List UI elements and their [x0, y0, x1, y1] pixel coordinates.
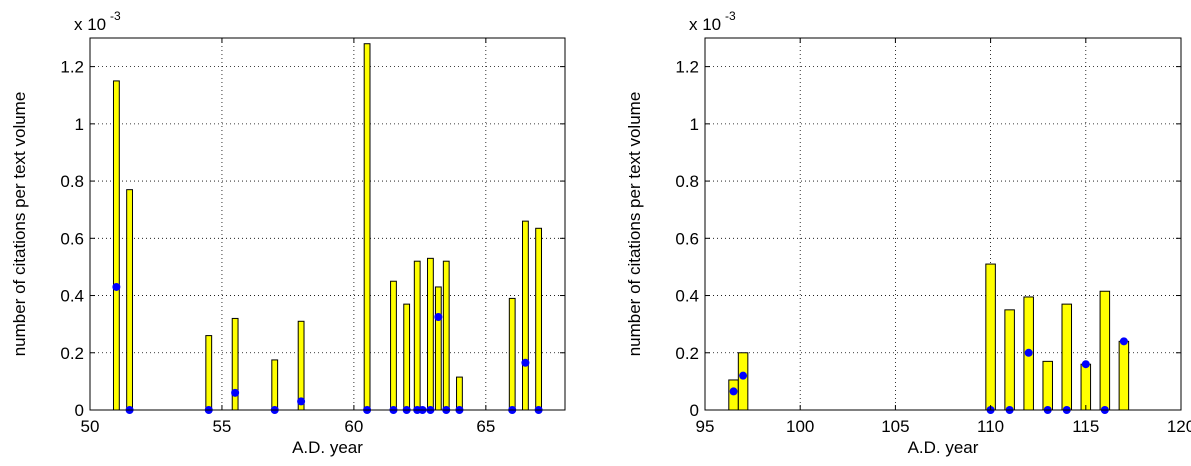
bar — [1080, 363, 1092, 411]
bar — [985, 263, 996, 411]
data-point — [434, 313, 443, 321]
x-tick-label: 110 — [977, 417, 1004, 436]
left-chart-panel: 50 55 60 65 0 0.2 0.4 0.6 0.8 1 1.2 x 10 -3 A.D. year… — [10, 9, 566, 457]
y-tick-label: 0.2 — [60, 344, 84, 363]
bar — [1099, 290, 1111, 411]
bar — [112, 80, 120, 411]
bar — [1118, 340, 1130, 411]
data-point — [1024, 348, 1033, 357]
x-tick-label: 50 — [81, 417, 100, 436]
data-point — [231, 388, 240, 397]
data-point — [1119, 337, 1128, 346]
y-scale-exponent: -3 — [725, 9, 736, 23]
bar — [1004, 309, 1015, 411]
bar — [456, 376, 463, 411]
bar — [427, 257, 434, 411]
bar — [363, 43, 371, 411]
x-tick-label: 120 — [1167, 417, 1191, 436]
axes-frame — [704, 37, 1182, 411]
y-tick-label: 0 — [75, 401, 84, 420]
y-scale-exponent: -3 — [110, 9, 121, 23]
y-tick-label: 0.4 — [675, 287, 699, 306]
y-tick-label: 0 — [690, 401, 699, 420]
bar — [522, 220, 529, 411]
x-axis-label: A.D. year — [908, 438, 979, 457]
bar — [413, 260, 421, 411]
bar — [1061, 303, 1073, 411]
bar — [508, 297, 516, 411]
y-axis-label: number of citations per text volume — [10, 92, 29, 357]
y-tick-label: 1.2 — [60, 58, 84, 77]
data-point — [1081, 360, 1090, 369]
plot-area — [90, 38, 565, 410]
bar — [126, 189, 133, 411]
x-tick-label: 95 — [696, 417, 715, 436]
x-tick-label: 105 — [881, 417, 909, 436]
bar — [737, 352, 749, 411]
data-point — [521, 358, 530, 367]
y-tick-label: 0.4 — [60, 287, 84, 306]
bar — [403, 303, 411, 411]
data-point — [297, 397, 306, 406]
y-axis-label: number of citations per text volume — [625, 92, 644, 357]
bar — [434, 286, 442, 411]
bar — [390, 280, 397, 411]
y-tick-label: 0.6 — [675, 229, 699, 248]
right-chart-panel: 95 100 105 110 115 120 0 0.2 0.4 0.6 0.8 1 1.2 x 10 -3… — [625, 9, 1191, 457]
x-tick-label: 60 — [344, 417, 363, 436]
y-tick-label: 1 — [75, 115, 84, 134]
x-tick-label: 65 — [476, 417, 495, 436]
x-tick-label: 100 — [786, 417, 814, 436]
bar — [297, 320, 305, 411]
y-tick-label: 0.8 — [675, 172, 699, 191]
x-tick-label: 115 — [1072, 417, 1099, 436]
bar — [205, 335, 213, 411]
bar — [271, 359, 279, 411]
data-point — [112, 282, 121, 291]
data-point — [729, 387, 738, 396]
axes-frame — [89, 37, 566, 411]
x-tick-label: 55 — [212, 417, 231, 436]
x-axis-label: A.D. year — [292, 438, 363, 457]
y-scale-factor: x 10 — [689, 15, 721, 34]
bar — [442, 260, 450, 411]
bar — [535, 227, 543, 411]
y-tick-label: 1 — [690, 115, 699, 134]
y-tick-label: 0.8 — [60, 172, 84, 191]
data-point — [739, 371, 748, 380]
y-tick-label: 1.2 — [675, 58, 699, 77]
bar — [1042, 360, 1053, 411]
y-tick-label: 0.6 — [60, 229, 84, 248]
y-tick-label: 0.2 — [675, 344, 699, 363]
y-scale-factor: x 10 — [74, 15, 106, 34]
